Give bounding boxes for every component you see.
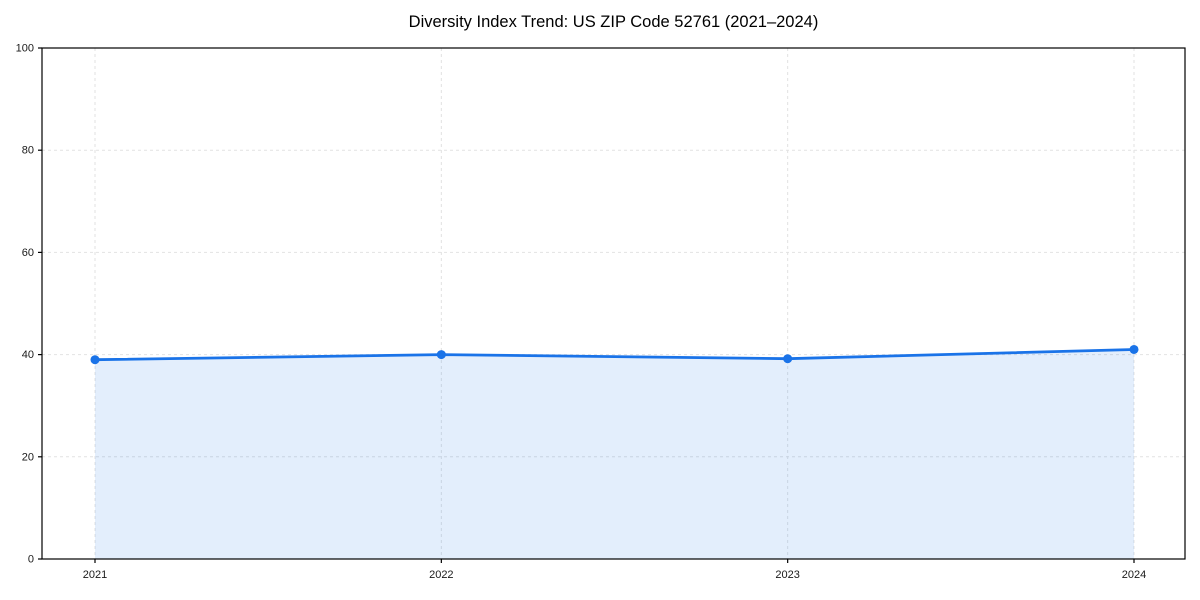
- x-tick-label: 2023: [775, 569, 799, 581]
- x-tick-label: 2024: [1122, 569, 1146, 581]
- area-fill: [95, 349, 1134, 559]
- data-point-2021: [90, 355, 100, 365]
- x-tick-label: 2022: [429, 569, 453, 581]
- chart-title: Diversity Index Trend: US ZIP Code 52761…: [408, 13, 819, 31]
- y-tick-label: 100: [16, 43, 34, 55]
- data-point-2023: [783, 354, 793, 364]
- y-tick-label: 60: [22, 247, 34, 259]
- data-point-2024: [1129, 344, 1139, 354]
- y-tick-label: 40: [22, 349, 34, 361]
- y-tick-label: 80: [22, 145, 34, 157]
- x-tick-label: 2021: [83, 569, 107, 581]
- axes-frame: [41, 47, 1186, 560]
- y-tick-label: 20: [22, 451, 34, 463]
- data-point-2022: [436, 350, 446, 360]
- trend-line: [93, 348, 1136, 362]
- y-tick-label: 0: [28, 554, 34, 566]
